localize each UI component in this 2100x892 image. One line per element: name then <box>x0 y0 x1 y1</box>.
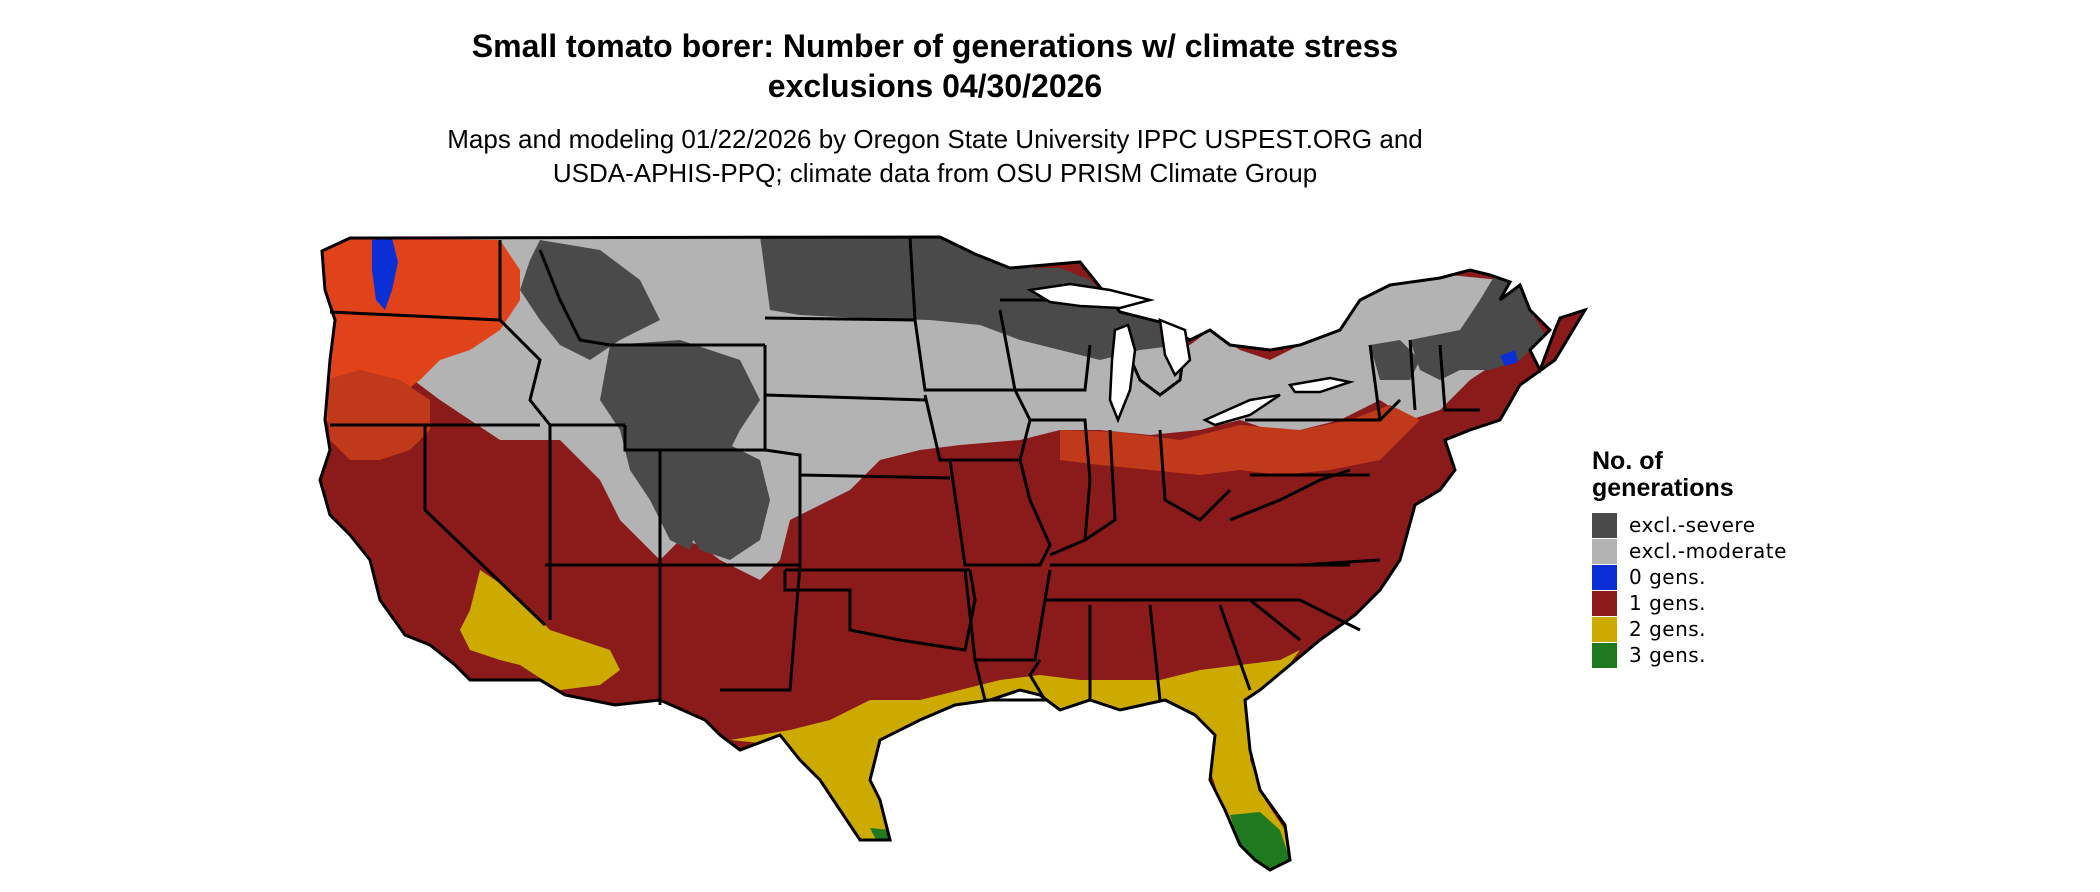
border-nd-sd <box>764 316 916 322</box>
lake-superior <box>1026 282 1155 310</box>
legend-swatch <box>1592 564 1617 590</box>
legend-swatch <box>1592 590 1617 616</box>
legend: No. of generations excl.-severe excl.-mo… <box>1592 448 1787 668</box>
legend-item-excl-severe: excl.-severe <box>1592 512 1787 538</box>
legend-title-line-2: generations <box>1592 474 1734 502</box>
region-1-gen-midwest-band <box>1060 405 1420 475</box>
lake-michigan <box>1108 323 1137 424</box>
title-line-1: Small tomato borer: Number of generation… <box>471 28 1399 64</box>
border-la <box>973 659 1048 702</box>
border-il-in <box>1030 418 1092 557</box>
border-ar <box>963 569 1052 662</box>
legend-label: excl.-severe <box>1629 513 1756 537</box>
region-excl-severe-montana <box>520 240 660 360</box>
legend-item-2-gens: 2 gens. <box>1592 616 1787 642</box>
lake-huron <box>1158 318 1192 378</box>
border-new-england <box>1368 339 1480 421</box>
legend-label: excl.-moderate <box>1629 539 1787 563</box>
subtitle-line-2: USDA-APHIS-PPQ; climate data from OSU PR… <box>552 158 1318 188</box>
border-idaho <box>498 240 625 427</box>
lake-ontario <box>1287 376 1355 394</box>
border-ca-nv <box>423 425 547 627</box>
border-ne-ks <box>799 473 951 480</box>
border-sd-ne <box>764 393 926 402</box>
legend-item-0-gens: 0 gens. <box>1592 564 1787 590</box>
region-excl-severe-colorado <box>660 440 770 560</box>
title-line-2: exclusions 04/30/2026 <box>767 68 1103 104</box>
map-title: Small tomato borer: Number of generation… <box>0 26 1870 106</box>
border-mn <box>908 236 1015 392</box>
region-3-gen-florida <box>1230 812 1290 870</box>
state-borders <box>318 235 1589 872</box>
legend-item-1-gens: 1 gens. <box>1592 590 1787 616</box>
region-2-gen-gulf <box>730 650 1300 870</box>
border-oh <box>1158 429 1232 522</box>
legend-item-excl-moderate: excl.-moderate <box>1592 538 1787 564</box>
legend-swatch <box>1592 512 1617 538</box>
lake-erie <box>1202 393 1281 427</box>
legend-title-line-1: No. of <box>1592 447 1663 475</box>
region-0-gen-maine <box>1500 350 1518 366</box>
legend-label: 3 gens. <box>1629 643 1707 667</box>
border-co-nm <box>660 448 802 567</box>
us-outline <box>318 235 1589 872</box>
legend-label: 0 gens. <box>1629 565 1707 589</box>
border-wi <box>998 309 1092 392</box>
border-wa-or <box>329 310 501 322</box>
subtitle-line-1: Maps and modeling 01/22/2026 by Oregon S… <box>447 124 1423 154</box>
legend-swatch <box>1592 616 1617 642</box>
border-in-oh <box>1084 429 1117 542</box>
great-lakes <box>1026 282 1355 427</box>
border-ga-sc <box>1249 598 1361 642</box>
border-mo <box>948 459 1052 567</box>
legend-item-3-gens: 3 gens. <box>1592 642 1787 668</box>
legend-label: 2 gens. <box>1629 617 1707 641</box>
border-mt-id <box>538 249 611 347</box>
region-excl-severe-northeast <box>1370 340 1420 380</box>
legend-label: 1 gens. <box>1629 591 1707 615</box>
region-0-gen-washington <box>372 238 398 310</box>
legend-swatch <box>1592 538 1617 564</box>
border-ms-al <box>1088 604 1252 701</box>
map-subtitle: Maps and modeling 01/22/2026 by Oregon S… <box>0 122 1870 190</box>
region-1-gen-oregon-red <box>325 370 430 460</box>
border-ut <box>623 425 662 565</box>
border-nm <box>720 564 802 692</box>
map-fill-regions <box>320 237 1585 870</box>
legend-title: No. of generations <box>1592 448 1787 502</box>
region-2-gen-southwest <box>460 570 620 690</box>
border-ok <box>783 569 977 652</box>
legend-swatch <box>1592 642 1617 668</box>
